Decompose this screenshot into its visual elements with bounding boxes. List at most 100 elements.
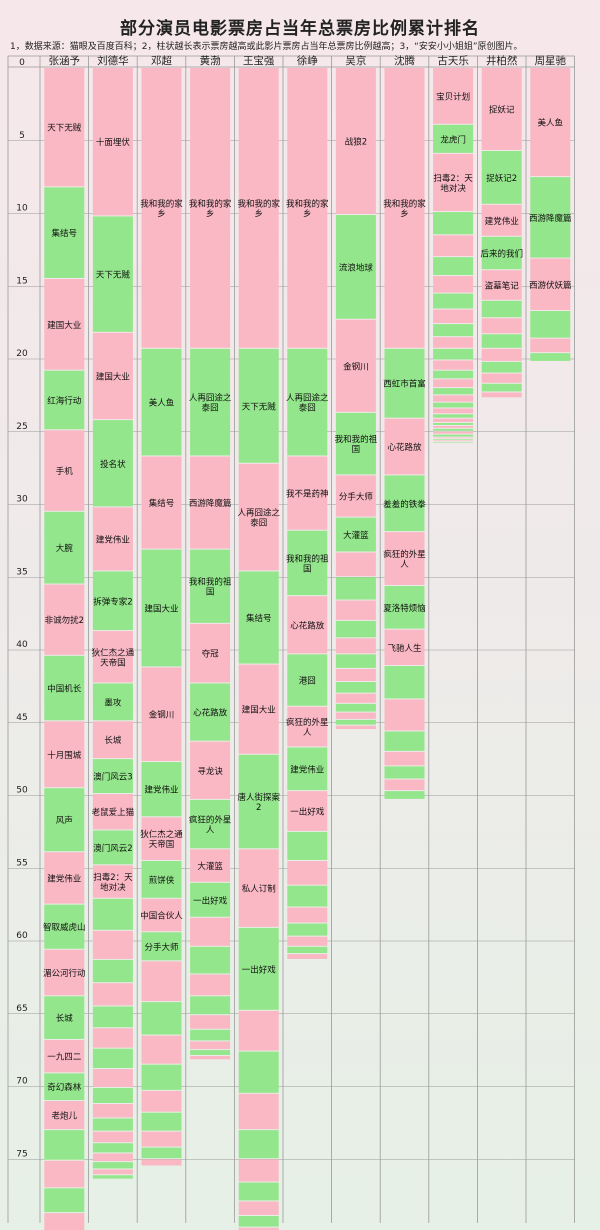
film-segment bbox=[433, 418, 474, 423]
film-label: 澳门风云2 bbox=[93, 843, 132, 854]
film-segment bbox=[335, 475, 376, 517]
film-segment bbox=[481, 150, 522, 204]
film-segment bbox=[92, 1087, 133, 1103]
film-segment bbox=[190, 1050, 231, 1055]
film-segment bbox=[238, 754, 279, 849]
film-segment bbox=[44, 1073, 85, 1101]
film-label: 盗墓笔记 bbox=[485, 281, 520, 292]
film-segment bbox=[238, 927, 279, 1010]
film-label: 十面埋伏 bbox=[96, 137, 131, 148]
film-segment bbox=[384, 699, 425, 731]
film-segment bbox=[92, 631, 133, 683]
film-label: 建党伟业 bbox=[47, 873, 81, 884]
film-label: 大腕 bbox=[56, 543, 74, 554]
film-label: 宝贝计划 bbox=[436, 91, 470, 102]
film-label: 狄仁杰之通天帝国 bbox=[92, 647, 135, 668]
film-segment bbox=[238, 1159, 279, 1182]
film-segment bbox=[384, 418, 425, 475]
film-segment bbox=[44, 1213, 85, 1230]
film-segment bbox=[287, 348, 328, 456]
actor-name: 王宝强 bbox=[243, 54, 275, 67]
film-label: 老鼠爱上猫 bbox=[92, 807, 135, 818]
film-segment bbox=[44, 511, 85, 584]
film-segment bbox=[433, 153, 474, 212]
film-segment bbox=[190, 974, 231, 996]
film-segment bbox=[433, 212, 474, 235]
film-segment bbox=[433, 440, 474, 442]
film-segment bbox=[287, 860, 328, 885]
y-tick-label: 40 bbox=[16, 640, 28, 650]
film-segment bbox=[44, 904, 85, 949]
film-segment bbox=[92, 1153, 133, 1162]
film-segment bbox=[481, 392, 522, 398]
film-label: 西游伏妖篇 bbox=[529, 280, 572, 291]
film-segment bbox=[92, 1143, 133, 1153]
film-segment bbox=[384, 585, 425, 629]
film-label: 扫毒2：天地对决 bbox=[433, 173, 473, 194]
film-segment bbox=[44, 996, 85, 1039]
film-segment bbox=[384, 68, 425, 348]
film-label: 投名状 bbox=[100, 459, 126, 470]
y-tick-label: 30 bbox=[16, 495, 28, 505]
film-label: 我和我的家乡 bbox=[237, 198, 280, 219]
film-label: 建党伟业 bbox=[144, 785, 178, 796]
actor-name: 张涵予 bbox=[49, 54, 81, 67]
film-segment bbox=[335, 725, 376, 730]
film-segment bbox=[384, 475, 425, 532]
film-label: 流浪地球 bbox=[339, 262, 374, 273]
film-segment bbox=[287, 907, 328, 923]
film-segment bbox=[384, 629, 425, 666]
film-segment bbox=[141, 1147, 182, 1159]
film-label: 天下无贼 bbox=[242, 401, 277, 412]
source-note: 1，数据来源：猫眼及百度百科；2，柱状越长表示票房越高或此影片票房占当年总票房比… bbox=[10, 42, 523, 52]
film-label: 手机 bbox=[56, 466, 74, 477]
film-segment bbox=[190, 623, 231, 683]
film-segment bbox=[335, 668, 376, 682]
film-label: 中国合伙人 bbox=[140, 911, 183, 922]
film-label: 建国大业 bbox=[144, 604, 178, 615]
film-segment bbox=[92, 216, 133, 332]
film-segment bbox=[238, 849, 279, 927]
film-segment bbox=[238, 664, 279, 754]
film-segment bbox=[238, 463, 279, 571]
film-segment bbox=[190, 799, 231, 849]
film-segment bbox=[190, 1055, 231, 1060]
film-segment bbox=[141, 1131, 182, 1147]
film-label: 集结号 bbox=[246, 613, 272, 624]
film-label: 大灌篮 bbox=[197, 861, 223, 872]
film-segment bbox=[335, 412, 376, 475]
y-tick-label: 65 bbox=[16, 1004, 27, 1014]
film-label: 墨攻 bbox=[104, 697, 122, 708]
actor-name: 刘德华 bbox=[97, 54, 129, 67]
actor-name: 黄渤 bbox=[200, 54, 221, 67]
film-label: 澳门风云3 bbox=[93, 772, 132, 783]
film-label: 人再囧途之泰囧 bbox=[189, 393, 232, 414]
film-segment bbox=[335, 552, 376, 577]
y-tick-label: 10 bbox=[16, 204, 28, 214]
film-label: 龙虎门 bbox=[440, 134, 466, 145]
film-segment bbox=[190, 348, 231, 456]
film-segment bbox=[433, 348, 474, 360]
film-label: 美人鱼 bbox=[538, 118, 564, 129]
film-segment bbox=[141, 68, 182, 348]
film-segment bbox=[238, 68, 279, 348]
film-segment bbox=[433, 425, 474, 428]
film-label: 我和我的家乡 bbox=[286, 198, 329, 219]
film-segment bbox=[384, 532, 425, 585]
film-segment bbox=[384, 791, 425, 799]
film-segment bbox=[44, 721, 85, 788]
y-tick-label: 35 bbox=[16, 567, 27, 577]
film-label: 红海行动 bbox=[47, 395, 82, 406]
film-segment bbox=[287, 68, 328, 348]
film-label: 我不是药神 bbox=[286, 489, 329, 500]
film-segment bbox=[384, 348, 425, 418]
film-segment bbox=[190, 849, 231, 882]
film-segment bbox=[433, 408, 474, 414]
film-label: 金钢川 bbox=[149, 710, 175, 721]
bar-segments bbox=[44, 68, 571, 1230]
y-tick-label: 50 bbox=[16, 786, 28, 796]
film-segment bbox=[481, 348, 522, 361]
film-segment bbox=[238, 1051, 279, 1093]
film-segment bbox=[141, 762, 182, 817]
